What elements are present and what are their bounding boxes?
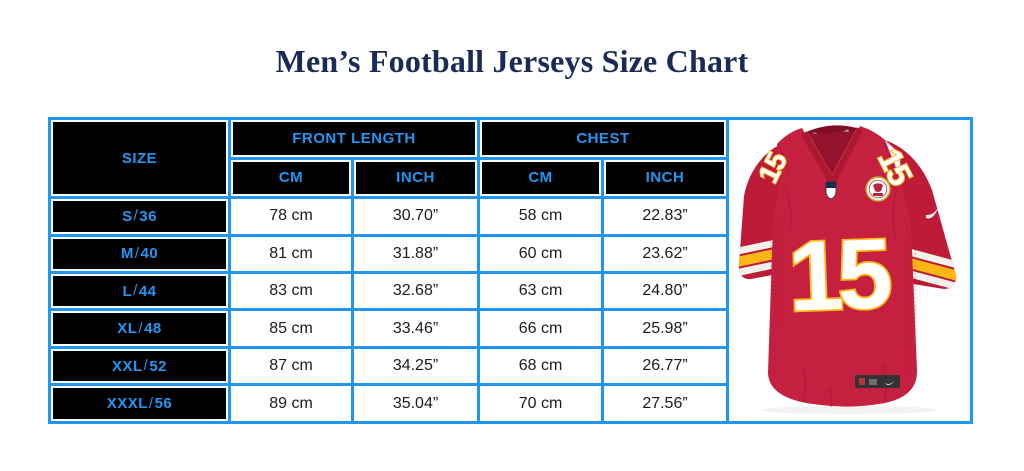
subheader-front-inch: INCH xyxy=(351,156,480,200)
jersey-image: 15 15 15 xyxy=(738,125,956,414)
front-cm-cell: 83 cm xyxy=(228,270,354,312)
header-row-units: CM INCH CM INCH xyxy=(50,156,972,200)
front-inch-cell: 31.88” xyxy=(351,233,480,275)
front-cm-cell: 78 cm xyxy=(228,196,354,237)
chiefs-patch xyxy=(864,176,891,202)
subheader-front-cm: CM xyxy=(228,156,354,200)
chest-inch-cell: 25.98” xyxy=(601,308,729,349)
shoulder-seams xyxy=(777,141,899,179)
chest-number: 15 xyxy=(786,217,892,331)
chest-inch-cell: 24.80” xyxy=(601,270,729,312)
front-inch-cell: 35.04” xyxy=(351,383,480,424)
nike-swoosh-icon xyxy=(925,207,938,219)
chest-cm-cell: 63 cm xyxy=(477,270,604,312)
table-row: L/44 83 cm 32.68” 63 cm 24.80” xyxy=(48,270,972,312)
table-row: XXL/52 87 cm 34.25” 68 cm 26.77” xyxy=(48,345,972,387)
jersey-image-cell: 15 15 15 xyxy=(726,117,973,424)
right-mesh-panel xyxy=(900,215,918,375)
jersey-shadow xyxy=(760,406,937,414)
chest-cm-cell: 66 cm xyxy=(477,308,604,349)
table-row: XXXL/56 89 cm 35.04” 70 cm 27.56” xyxy=(48,383,972,424)
front-cm-cell: 87 cm xyxy=(228,345,354,387)
chest-cm-cell: 68 cm xyxy=(477,345,604,387)
header-row-groups: SIZE FRONT LENGTH CHEST xyxy=(48,116,973,424)
table-row: S/36 78 cm 30.70” 58 cm 22.83” xyxy=(48,196,972,237)
vneck-shadow xyxy=(807,131,856,177)
left-mesh-panel xyxy=(768,215,785,375)
size-cell: M/40 xyxy=(48,233,231,275)
size-cell: S/36 xyxy=(48,196,231,237)
size-cell: XXL/52 xyxy=(48,345,231,387)
front-inch-cell: 32.68” xyxy=(351,270,480,312)
page-title: Men’s Football Jerseys Size Chart xyxy=(275,43,749,79)
table-row: XL/48 85 cm 33.46” 66 cm 25.98” xyxy=(48,308,972,349)
size-chart-table: SIZE FRONT LENGTH CHEST xyxy=(48,116,973,424)
vneck-stitch xyxy=(807,129,856,177)
chest-inch-cell: 26.77” xyxy=(601,345,729,387)
column-header-chest: CHEST xyxy=(477,117,729,160)
subheader-chest-cm: CM xyxy=(477,156,604,200)
jock-tag xyxy=(854,375,900,388)
nfl-shield-logo xyxy=(825,181,836,200)
front-inch-cell: 34.25” xyxy=(351,345,480,387)
chest-inch-cell: 23.62” xyxy=(601,233,729,275)
chest-inch-cell: 27.56” xyxy=(601,383,729,424)
column-header-front-length-label: FRONT LENGTH xyxy=(233,122,475,155)
front-cm-cell: 89 cm xyxy=(228,383,354,424)
front-inch-cell: 33.46” xyxy=(351,308,480,349)
chest-cm-cell: 58 cm xyxy=(477,196,604,237)
column-header-size: SIZE xyxy=(48,116,231,200)
table-row: M/40 81 cm 31.88” 60 cm 23.62” xyxy=(48,233,972,275)
size-cell: L/44 xyxy=(48,270,231,312)
front-inch-cell: 30.70” xyxy=(351,196,480,237)
size-cell: XL/48 xyxy=(48,308,231,349)
chest-cm-cell: 70 cm xyxy=(477,383,604,424)
subheader-chest-inch: INCH xyxy=(601,156,729,200)
column-header-chest-label: CHEST xyxy=(482,122,724,155)
column-header-size-label: SIZE xyxy=(53,122,226,195)
chest-inch-cell: 22.83” xyxy=(601,196,729,237)
column-header-front-length: FRONT LENGTH xyxy=(228,117,480,160)
chest-cm-cell: 60 cm xyxy=(477,233,604,275)
front-cm-cell: 85 cm xyxy=(228,308,354,349)
size-cell: XXXL/56 xyxy=(48,383,231,424)
front-cm-cell: 81 cm xyxy=(228,233,354,275)
